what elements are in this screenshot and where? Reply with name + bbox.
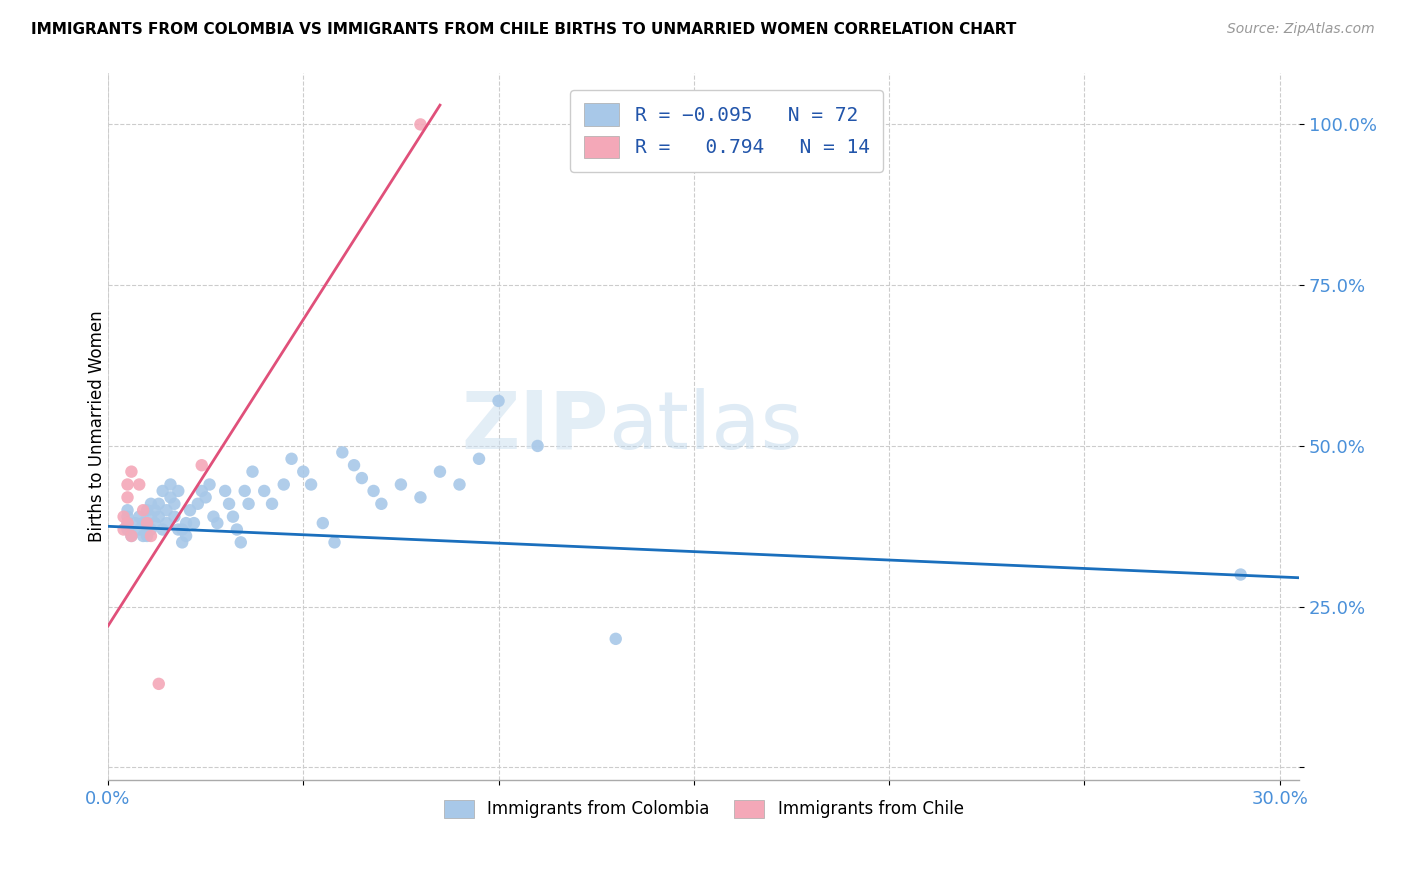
Point (132, 529, 155, 543)
Point (242, 465, 264, 479)
Point (222, 509, 245, 524)
Point (218, 497, 240, 511)
Point (159, 491, 181, 505)
Point (370, 497, 392, 511)
Point (117, 516, 139, 530)
Point (233, 483, 256, 498)
Point (155, 503, 177, 517)
Point (155, 516, 177, 530)
Point (468, 451, 491, 466)
Point (363, 483, 385, 498)
Point (117, 491, 139, 505)
Point (488, 393, 510, 408)
Point (238, 497, 260, 511)
Point (136, 529, 159, 543)
Text: atlas: atlas (609, 388, 803, 466)
Point (605, 632, 627, 646)
Point (128, 509, 150, 524)
Point (214, 483, 236, 498)
Point (148, 497, 170, 511)
Point (190, 483, 212, 498)
Point (124, 516, 146, 530)
Point (120, 529, 142, 543)
Legend: Immigrants from Colombia, Immigrants from Chile: Immigrants from Colombia, Immigrants fro… (437, 793, 970, 825)
Point (172, 523, 194, 537)
Point (117, 477, 139, 491)
Point (449, 477, 471, 491)
Point (128, 477, 150, 491)
Text: Source: ZipAtlas.com: Source: ZipAtlas.com (1227, 22, 1375, 37)
Point (323, 535, 346, 549)
Point (292, 465, 315, 479)
Point (179, 503, 201, 517)
Point (190, 458, 212, 473)
Point (136, 503, 159, 517)
Point (194, 491, 217, 505)
Point (120, 465, 142, 479)
Point (143, 516, 166, 530)
Point (312, 516, 335, 530)
Point (112, 509, 135, 524)
Point (202, 509, 225, 524)
Point (330, 445, 353, 459)
Text: IMMIGRANTS FROM COLOMBIA VS IMMIGRANTS FROM CHILE BIRTHS TO UNMARRIED WOMEN CORR: IMMIGRANTS FROM COLOMBIA VS IMMIGRANTS F… (31, 22, 1017, 37)
Point (148, 677, 170, 691)
Point (280, 451, 302, 466)
Point (1229, 567, 1251, 582)
Point (429, 465, 451, 479)
Point (409, 117, 432, 131)
Point (117, 503, 139, 517)
Point (526, 439, 548, 453)
Point (198, 477, 221, 491)
Point (128, 523, 150, 537)
Point (163, 497, 186, 511)
Point (207, 516, 229, 530)
Point (389, 477, 412, 491)
Point (143, 503, 166, 517)
Point (148, 509, 170, 524)
Point (163, 509, 186, 524)
Point (350, 471, 373, 485)
Point (159, 477, 181, 491)
Point (120, 529, 142, 543)
Point (152, 483, 174, 498)
Point (174, 529, 197, 543)
Y-axis label: Births to Unmarried Women: Births to Unmarried Women (89, 310, 105, 542)
Point (174, 516, 197, 530)
Point (183, 516, 205, 530)
Text: ZIP: ZIP (461, 388, 609, 466)
Point (260, 497, 283, 511)
Point (152, 523, 174, 537)
Point (409, 491, 432, 505)
Point (117, 516, 139, 530)
Point (139, 529, 162, 543)
Point (167, 523, 190, 537)
Point (273, 477, 295, 491)
Point (117, 523, 139, 537)
Point (343, 458, 366, 473)
Point (112, 523, 135, 537)
Point (167, 483, 190, 498)
Point (253, 483, 276, 498)
Point (172, 535, 194, 549)
Point (229, 535, 252, 549)
Point (117, 509, 139, 524)
Point (139, 497, 162, 511)
Point (187, 497, 209, 511)
Point (139, 523, 162, 537)
Point (299, 477, 322, 491)
Point (132, 503, 155, 517)
Point (136, 516, 159, 530)
Point (132, 516, 155, 530)
Point (139, 509, 162, 524)
Point (225, 523, 247, 537)
Point (136, 516, 159, 530)
